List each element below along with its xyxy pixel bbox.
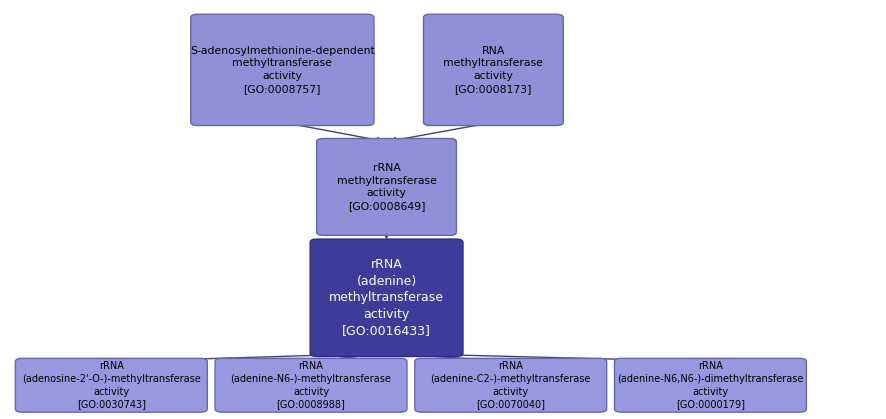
FancyBboxPatch shape [15, 358, 207, 412]
FancyBboxPatch shape [615, 358, 806, 412]
FancyBboxPatch shape [215, 358, 407, 412]
Text: rRNA
(adenine-C2-)-methyltransferase
activity
[GO:0070040]: rRNA (adenine-C2-)-methyltransferase act… [431, 361, 591, 409]
FancyBboxPatch shape [310, 239, 463, 357]
FancyBboxPatch shape [415, 358, 607, 412]
Text: rRNA
methyltransferase
activity
[GO:0008649]: rRNA methyltransferase activity [GO:0008… [337, 163, 437, 211]
FancyBboxPatch shape [424, 14, 563, 126]
Text: S-adenosylmethionine-dependent
methyltransferase
activity
[GO:0008757]: S-adenosylmethionine-dependent methyltra… [190, 46, 375, 94]
Text: RNA
methyltransferase
activity
[GO:0008173]: RNA methyltransferase activity [GO:00081… [443, 46, 543, 94]
Text: rRNA
(adenosine-2'-O-)-methyltransferase
activity
[GO:0030743]: rRNA (adenosine-2'-O-)-methyltransferase… [22, 361, 201, 409]
Text: rRNA
(adenine-N6,N6-)-dimethyltransferase
activity
[GO:0000179]: rRNA (adenine-N6,N6-)-dimethyltransferas… [618, 361, 804, 409]
Text: rRNA
(adenine-N6-)-methyltransferase
activity
[GO:0008988]: rRNA (adenine-N6-)-methyltransferase act… [230, 361, 392, 409]
Text: rRNA
(adenine)
methyltransferase
activity
[GO:0016433]: rRNA (adenine) methyltransferase activit… [329, 258, 444, 337]
FancyBboxPatch shape [190, 14, 374, 126]
FancyBboxPatch shape [316, 138, 456, 235]
